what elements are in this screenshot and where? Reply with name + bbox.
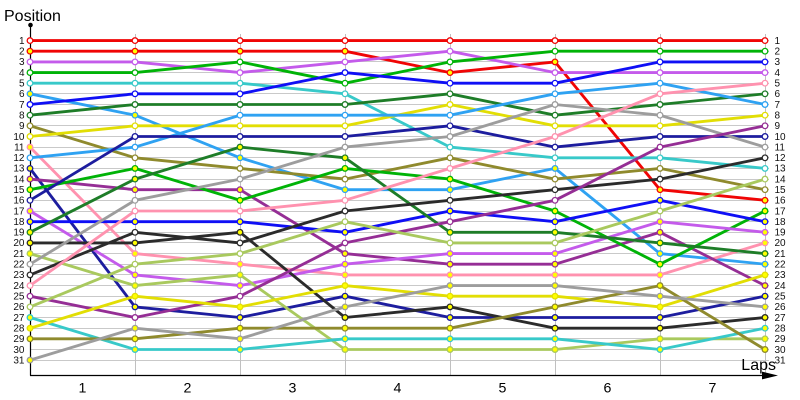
svg-text:3: 3 (289, 381, 297, 397)
svg-text:9: 9 (19, 121, 25, 132)
svg-text:19: 19 (775, 228, 787, 239)
svg-text:20: 20 (775, 238, 787, 249)
svg-text:3: 3 (775, 57, 781, 68)
svg-text:14: 14 (775, 174, 787, 185)
svg-text:9: 9 (775, 121, 781, 132)
svg-text:17: 17 (13, 206, 25, 217)
svg-text:1: 1 (19, 36, 25, 47)
svg-text:4: 4 (19, 68, 25, 79)
svg-text:7: 7 (19, 100, 25, 111)
svg-text:1: 1 (79, 381, 87, 397)
svg-text:27: 27 (775, 313, 787, 324)
svg-text:Laps: Laps (741, 357, 776, 374)
svg-text:23: 23 (13, 270, 25, 281)
svg-text:15: 15 (775, 185, 787, 196)
svg-text:31: 31 (775, 355, 787, 366)
svg-text:2: 2 (775, 47, 781, 58)
svg-text:25: 25 (775, 292, 787, 303)
svg-text:30: 30 (775, 345, 787, 356)
svg-text:6: 6 (775, 89, 781, 100)
svg-text:15: 15 (13, 185, 25, 196)
svg-text:20: 20 (13, 238, 25, 249)
svg-text:18: 18 (13, 217, 25, 228)
svg-text:28: 28 (775, 324, 787, 335)
svg-text:10: 10 (13, 132, 25, 143)
svg-text:24: 24 (13, 281, 25, 292)
svg-text:5: 5 (499, 381, 507, 397)
svg-text:19: 19 (13, 228, 25, 239)
svg-text:6: 6 (604, 381, 612, 397)
svg-text:7: 7 (775, 100, 781, 111)
svg-text:13: 13 (13, 164, 25, 175)
svg-text:18: 18 (775, 217, 787, 228)
svg-text:22: 22 (775, 260, 787, 271)
svg-text:25: 25 (13, 292, 25, 303)
svg-text:7: 7 (709, 381, 717, 397)
svg-text:22: 22 (13, 260, 25, 271)
svg-text:26: 26 (13, 302, 25, 313)
svg-text:17: 17 (775, 206, 787, 217)
svg-text:12: 12 (13, 153, 25, 164)
svg-text:27: 27 (13, 313, 25, 324)
svg-text:30: 30 (13, 345, 25, 356)
svg-text:13: 13 (775, 164, 787, 175)
svg-text:Position: Position (4, 8, 61, 25)
svg-text:28: 28 (13, 324, 25, 335)
svg-text:29: 29 (775, 334, 787, 345)
svg-text:6: 6 (19, 89, 25, 100)
svg-text:4: 4 (394, 381, 402, 397)
svg-text:8: 8 (19, 111, 25, 122)
svg-text:8: 8 (775, 111, 781, 122)
svg-text:12: 12 (775, 153, 787, 164)
svg-text:11: 11 (775, 142, 786, 153)
svg-text:2: 2 (184, 381, 192, 397)
svg-text:1: 1 (775, 36, 781, 47)
svg-text:5: 5 (19, 79, 25, 90)
svg-text:29: 29 (13, 334, 25, 345)
svg-text:4: 4 (775, 68, 781, 79)
svg-text:24: 24 (775, 281, 787, 292)
svg-text:16: 16 (775, 196, 787, 207)
svg-text:31: 31 (13, 355, 25, 366)
svg-text:21: 21 (775, 249, 787, 260)
svg-text:21: 21 (13, 249, 25, 260)
svg-text:3: 3 (19, 57, 25, 68)
svg-text:11: 11 (14, 142, 25, 153)
svg-text:16: 16 (13, 196, 25, 207)
svg-text:5: 5 (775, 79, 781, 90)
svg-text:14: 14 (13, 174, 25, 185)
svg-text:23: 23 (775, 270, 787, 281)
svg-text:2: 2 (19, 47, 25, 58)
svg-text:26: 26 (775, 302, 787, 313)
svg-text:10: 10 (775, 132, 787, 143)
